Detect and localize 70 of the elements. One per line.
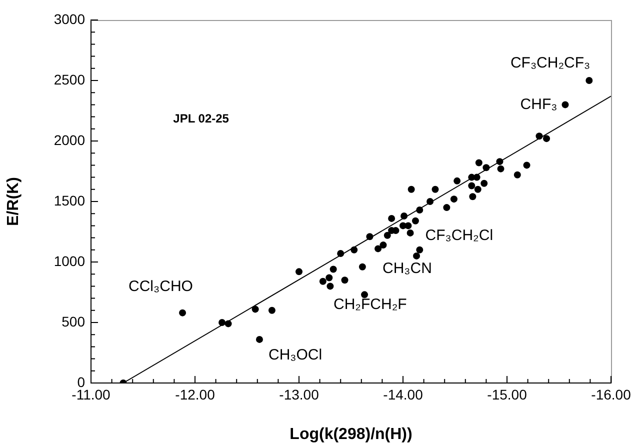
point (408, 186, 415, 193)
point (252, 306, 259, 313)
point (319, 278, 326, 285)
point (562, 101, 569, 108)
point (412, 217, 419, 224)
y-tick-label: 1500 (54, 192, 86, 208)
point (536, 132, 543, 140)
x-tick-label: -15.00 (487, 386, 528, 402)
point (482, 164, 490, 172)
annotation: JPL 02-25 (173, 111, 230, 126)
point (473, 174, 480, 181)
point (469, 193, 476, 200)
point (326, 282, 334, 290)
x-tick-label: -13.00 (279, 386, 320, 402)
x-tick-label: -16.00 (591, 386, 632, 402)
point (404, 222, 412, 230)
point (416, 246, 424, 254)
point (413, 252, 420, 260)
point (358, 263, 366, 270)
annotation: CHF₃ (520, 96, 558, 113)
point (296, 268, 302, 276)
point (523, 162, 530, 169)
point (416, 206, 424, 214)
annotation: CH₃OCl (268, 346, 322, 364)
y-axis-title: E/R(K) (5, 177, 22, 226)
point (341, 276, 348, 284)
point (443, 204, 450, 212)
point (474, 186, 482, 193)
point (586, 77, 593, 84)
y-tick-label: 2500 (54, 71, 86, 88)
point (330, 266, 337, 273)
point (179, 309, 186, 316)
point (268, 306, 276, 314)
annotation: CF₃CH₂Cl (425, 227, 494, 244)
point (350, 246, 358, 254)
point (380, 242, 387, 249)
point (400, 212, 408, 220)
x-tick-label: -14.00 (383, 386, 424, 402)
annotation: CCl₃CHO (128, 278, 193, 295)
annotation: CH₃CN (382, 260, 432, 278)
point (374, 245, 382, 252)
x-axis-title: Log(k(298)/n(H)) (290, 426, 412, 443)
annotation: CH₂FCH₂F (334, 296, 407, 313)
point (406, 229, 414, 236)
point (432, 186, 439, 193)
point (514, 171, 521, 178)
point (543, 135, 550, 142)
point (366, 233, 374, 240)
y-tick-label: 500 (62, 313, 86, 330)
point (454, 177, 461, 184)
point (388, 214, 396, 222)
point (218, 319, 226, 326)
point (426, 198, 434, 205)
point (475, 159, 482, 166)
point (256, 336, 263, 343)
annotation: CF₃CH₂CF₃ (510, 54, 590, 72)
point (361, 291, 368, 298)
point (384, 232, 391, 239)
point (496, 158, 504, 166)
y-tick-label: 2000 (54, 132, 86, 148)
point (468, 182, 476, 190)
y-tick-label: 1000 (54, 252, 86, 269)
point (480, 180, 488, 187)
point (497, 165, 504, 172)
x-tick-label: -12.00 (175, 386, 216, 402)
point (224, 320, 232, 328)
point (337, 250, 344, 258)
point (450, 196, 458, 203)
point (326, 274, 333, 282)
y-tick-label: 3000 (54, 10, 86, 27)
